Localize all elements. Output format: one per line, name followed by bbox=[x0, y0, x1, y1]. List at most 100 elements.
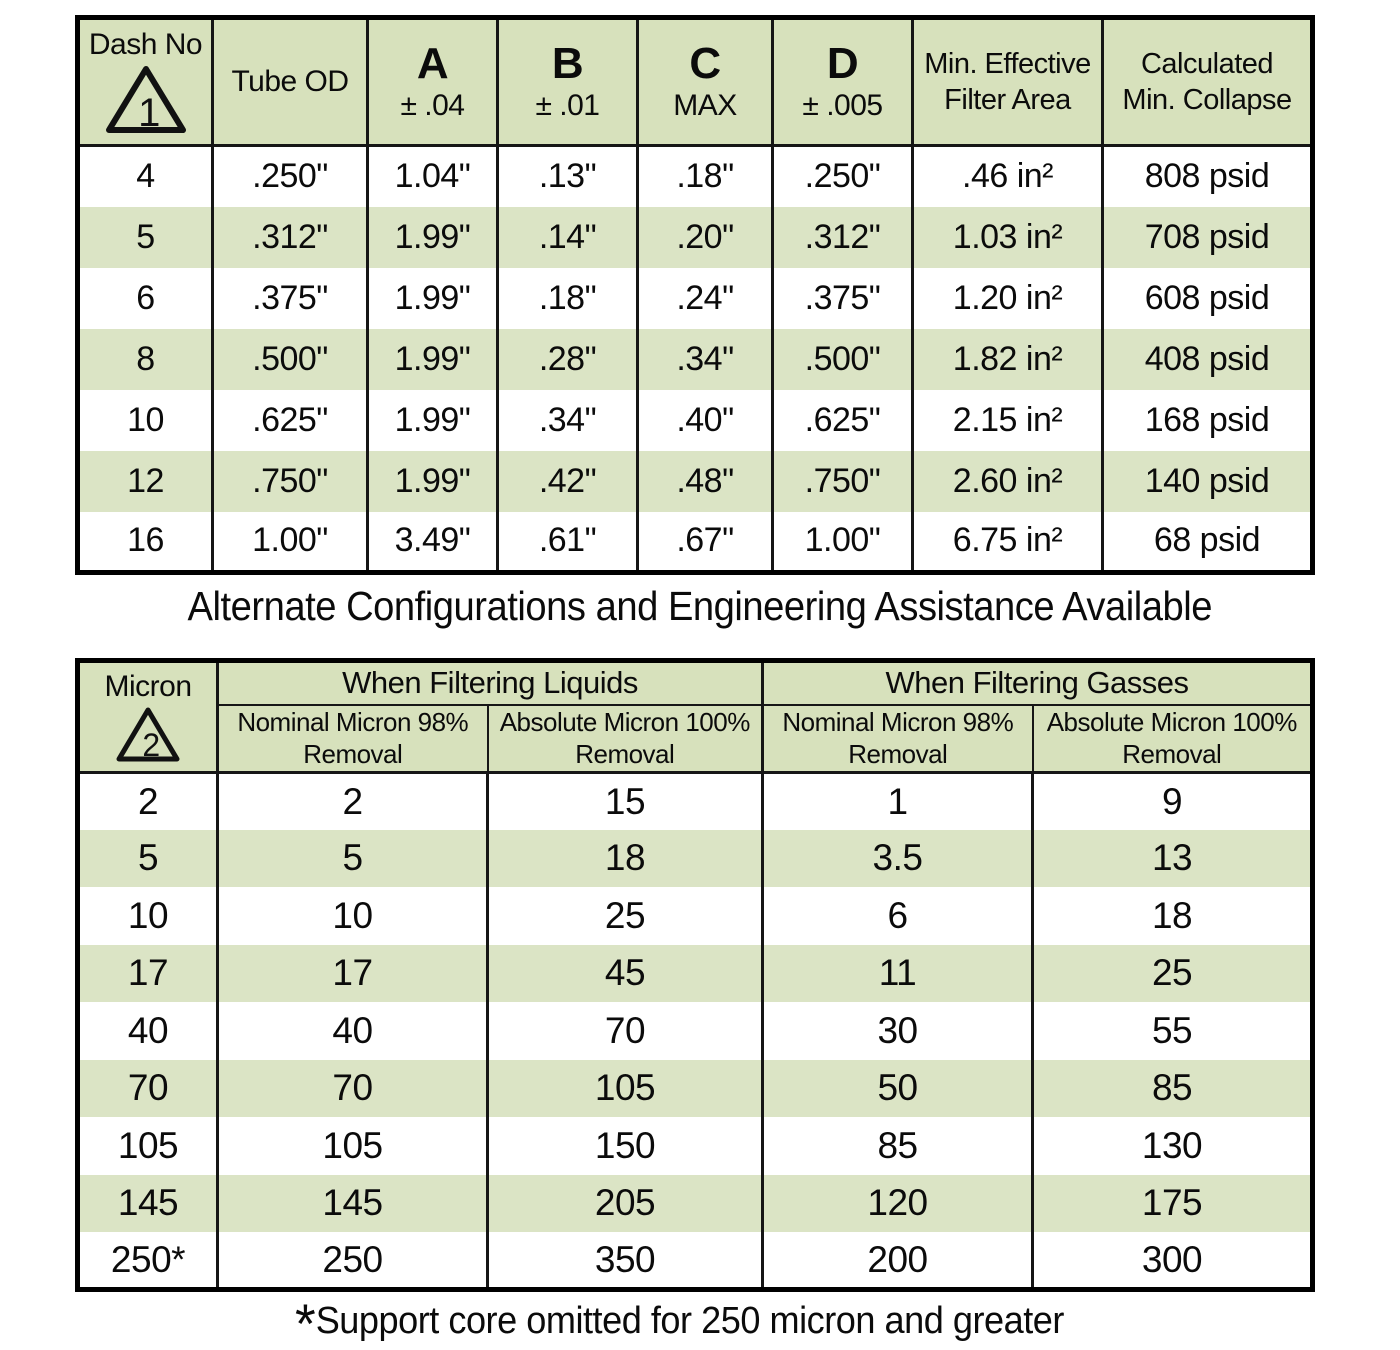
cell: .250" bbox=[771, 145, 913, 207]
cell: 350 bbox=[485, 1232, 763, 1290]
micron-label: Micron bbox=[104, 669, 192, 703]
gasses-absolute-header: Absolute Micron 100% Removal bbox=[1031, 704, 1313, 774]
cell: 105 bbox=[216, 1117, 488, 1175]
cell: .46 in² bbox=[911, 145, 1103, 207]
cell: 1.99" bbox=[366, 389, 498, 451]
cell: .375" bbox=[211, 267, 368, 329]
table-row: 4.250" 1.04" .13" .18" .250" .46 in² 808 psid bbox=[78, 145, 1313, 207]
cell: 6.75 in² bbox=[911, 511, 1103, 573]
cell: 85 bbox=[761, 1117, 1033, 1175]
cell: 4 bbox=[136, 157, 155, 196]
cell: .750" bbox=[211, 450, 368, 512]
cell: 200 bbox=[761, 1232, 1033, 1290]
cell: 17 bbox=[77, 944, 218, 1002]
cell: 2.60 in² bbox=[911, 450, 1103, 512]
cell: 145 bbox=[216, 1174, 488, 1232]
cell: .13" bbox=[496, 145, 638, 207]
micron-header: Micron 2 bbox=[77, 660, 218, 774]
cell: .61" bbox=[496, 511, 638, 573]
cell: 70 bbox=[216, 1059, 488, 1117]
cell: 1.82 in² bbox=[911, 328, 1103, 390]
cell: 70 bbox=[485, 1002, 763, 1060]
cell: 145 bbox=[77, 1174, 218, 1232]
cell: 608 psid bbox=[1101, 267, 1313, 329]
table-row: 250* 250 350 200 300 bbox=[78, 1232, 1313, 1290]
cell: .375" bbox=[771, 267, 913, 329]
cell: 1 bbox=[761, 772, 1033, 830]
gasses-group-header: When Filtering Gasses bbox=[761, 660, 1313, 706]
cell: 105 bbox=[485, 1059, 763, 1117]
cell: 6 bbox=[761, 887, 1033, 945]
cell: .34" bbox=[636, 328, 773, 390]
cell: .750" bbox=[771, 450, 913, 512]
cell: 150 bbox=[485, 1117, 763, 1175]
table-row: 8.500" 1.99" .28" .34" .500" 1.82 in² 408 psid bbox=[77, 328, 1313, 390]
cell: .625" bbox=[771, 389, 913, 451]
cell: 16 bbox=[127, 521, 164, 560]
cell: 120 bbox=[761, 1174, 1033, 1232]
cell: 808 psid bbox=[1101, 145, 1313, 207]
cell: 105 bbox=[117, 1124, 179, 1166]
cell: 175 bbox=[1031, 1174, 1313, 1232]
cell: 13 bbox=[1031, 829, 1313, 887]
cell: 40 bbox=[216, 1002, 488, 1060]
cell: 250 bbox=[216, 1232, 488, 1290]
cell: .14" bbox=[496, 206, 638, 268]
cell: 11 bbox=[761, 944, 1033, 1002]
note-1-triangle-icon: 1 bbox=[105, 66, 186, 135]
cell: 708 psid bbox=[1101, 206, 1313, 268]
cell: 3.5 bbox=[761, 829, 1033, 887]
caption-text: Alternate Configurations and Engineering… bbox=[187, 583, 1213, 629]
cell: 168 psid bbox=[1101, 389, 1313, 451]
cell: 1.00" bbox=[211, 511, 368, 573]
cell: .18" bbox=[636, 145, 773, 207]
cell: 1.20 in² bbox=[911, 267, 1103, 329]
cell: 5 bbox=[77, 829, 218, 887]
cell: 6 bbox=[136, 278, 155, 317]
col-c-header: C MAX bbox=[636, 17, 773, 147]
cell: .34" bbox=[496, 389, 638, 451]
cell: 85 bbox=[1031, 1059, 1313, 1117]
cell: 17 bbox=[216, 944, 488, 1002]
table-row: 5 5 18 3.5 13 bbox=[77, 829, 1313, 887]
cell: .28" bbox=[496, 328, 638, 390]
footnote-text: Support core omitted for 250 micron and … bbox=[316, 1300, 1065, 1342]
caption: Alternate Configurations and Engineering… bbox=[0, 583, 1400, 630]
dash-no-label: Dash No bbox=[88, 27, 203, 61]
cell: 1.99" bbox=[366, 450, 498, 512]
cell: 9 bbox=[1031, 772, 1313, 830]
cell: 18 bbox=[1031, 887, 1313, 945]
cell: 40 bbox=[127, 1009, 169, 1051]
cell: 25 bbox=[485, 887, 763, 945]
table-row: 5.312" 1.99" .14" .20" .312" 1.03 in² 708 psid bbox=[77, 206, 1313, 268]
liquids-group-header: When Filtering Liquids bbox=[215, 660, 763, 706]
liquids-absolute-header: Absolute Micron 100% Removal bbox=[486, 704, 763, 774]
footnote: *Support core omitted for 250 micron and… bbox=[0, 1291, 1400, 1350]
cell: 10 bbox=[127, 400, 164, 439]
cell: 70 bbox=[77, 1059, 218, 1117]
cell: 10 bbox=[216, 887, 488, 945]
cell: 408 psid bbox=[1101, 328, 1313, 390]
table-row: 16 1.00" 3.49" .61" .67" 1.00" 6.75 in² 68 psid bbox=[78, 511, 1313, 573]
table-row: 6.375" 1.99" .18" .24" .375" 1.20 in² 608 psid bbox=[78, 267, 1313, 329]
micron-group-header-row: Micron 2 When Filtering Liquids When Fil… bbox=[77, 660, 1313, 774]
cell: 5 bbox=[216, 829, 488, 887]
cell: 1.04" bbox=[366, 145, 498, 207]
cell: .312" bbox=[771, 206, 913, 268]
cell: .67" bbox=[636, 511, 773, 573]
cell: 15 bbox=[485, 772, 763, 830]
cell: 130 bbox=[1031, 1117, 1313, 1175]
table-row: 17 17 45 11 25 bbox=[77, 944, 1313, 1002]
table-row: 2 2 15 1 9 bbox=[78, 772, 1313, 830]
cell: 45 bbox=[485, 944, 763, 1002]
footnote-asterisk: * bbox=[295, 1292, 317, 1350]
cell: 30 bbox=[761, 1002, 1033, 1060]
cell: .500" bbox=[771, 328, 913, 390]
cell: .20" bbox=[636, 206, 773, 268]
cell: 1.99" bbox=[366, 267, 498, 329]
cell: .48" bbox=[636, 450, 773, 512]
cell: 1.99" bbox=[366, 328, 498, 390]
cell: 2 bbox=[137, 780, 159, 822]
filter-area-header: Min. Effective Filter Area bbox=[911, 17, 1103, 147]
cell: 50 bbox=[761, 1059, 1033, 1117]
